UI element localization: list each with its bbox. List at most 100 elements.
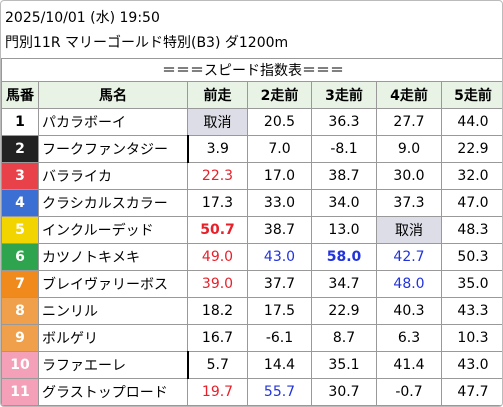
speed-index: 58.0	[311, 243, 377, 271]
horse-name: パカラボーイ	[38, 108, 188, 136]
speed-index: 43.3	[440, 297, 502, 325]
horse-name: グラストップロード	[38, 378, 188, 406]
speed-index: 13.0	[311, 216, 377, 244]
horse-name: バラライカ	[38, 162, 188, 190]
speed-index: 44.0	[440, 108, 502, 136]
horse-number: 3	[1, 162, 39, 190]
horse-name: ニンリル	[38, 297, 188, 325]
column-header: 4走前	[376, 81, 442, 109]
datetime: 2025/10/01 (水) 19:50	[5, 10, 160, 26]
speed-index: 35.1	[311, 351, 377, 379]
speed-index: 37.7	[247, 270, 312, 298]
horse-number: 6	[1, 243, 39, 271]
speed-index: 22.9	[311, 297, 377, 325]
horse-number: 8	[1, 297, 39, 325]
header-row: 馬番 馬名 前走 2走前 3走前 4走前 5走前	[1, 81, 502, 109]
speed-index: 47.7	[440, 378, 502, 406]
speed-index: 5.7	[187, 351, 248, 379]
horse-name: ボルゲリ	[38, 324, 188, 352]
speed-index: 18.2	[187, 297, 248, 325]
speed-index: 27.7	[376, 108, 442, 136]
speed-index: 19.7	[187, 378, 248, 406]
horse-number: 10	[1, 351, 39, 379]
speed-index: 6.3	[376, 324, 442, 352]
column-header: 馬名	[38, 81, 188, 109]
speed-index: 取消	[187, 108, 248, 136]
speed-index: 50.3	[440, 243, 502, 271]
horse-number: 7	[1, 270, 39, 298]
speed-index: 34.0	[311, 189, 377, 217]
horse-row: 8 ニンリル 18.2 17.5 22.9 40.3 43.3	[1, 297, 502, 325]
speed-index: -6.1	[247, 324, 312, 352]
speed-index: 3.9	[187, 135, 248, 163]
speed-index: 39.0	[187, 270, 248, 298]
speed-index: 8.7	[311, 324, 377, 352]
horse-row: 4 クラシカルスカラー 17.3 33.0 34.0 37.3 47.0	[1, 189, 502, 217]
speed-index: 42.7	[376, 243, 442, 271]
speed-index: 10.3	[440, 324, 502, 352]
column-header: 3走前	[311, 81, 377, 109]
speed-index: 14.4	[247, 351, 312, 379]
race-info: 門別11R マリーゴールド特別(B3) ダ1200m	[5, 35, 289, 51]
speed-index: 41.4	[376, 351, 442, 379]
speed-index: 47.0	[440, 189, 502, 217]
speed-index: 43.0	[247, 243, 312, 271]
horse-number: 2	[1, 135, 39, 163]
speed-index: 30.7	[311, 378, 377, 406]
speed-index: 9.0	[376, 135, 442, 163]
speed-index: 17.5	[247, 297, 312, 325]
speed-index: 48.3	[440, 216, 502, 244]
column-header: 5走前	[440, 81, 502, 109]
horse-number: 1	[1, 108, 39, 136]
horse-row: 2 フークファンタジー 3.9 7.0 -8.1 9.0 22.9	[1, 135, 502, 163]
speed-index: 37.3	[376, 189, 442, 217]
speed-index: 22.3	[187, 162, 248, 190]
speed-index: 33.0	[247, 189, 312, 217]
horse-number: 4	[1, 189, 39, 217]
horse-name: カツノトキメキ	[38, 243, 188, 271]
speed-index: 取消	[376, 216, 442, 244]
speed-index: 55.7	[247, 378, 312, 406]
horse-row: 11 グラストップロード 19.7 55.7 30.7 -0.7 47.7	[1, 378, 502, 406]
column-header: 2走前	[247, 81, 312, 109]
horse-number: 5	[1, 216, 39, 244]
speed-index: 17.0	[247, 162, 312, 190]
speed-index: 48.0	[376, 270, 442, 298]
speed-index: 32.0	[440, 162, 502, 190]
speed-index: 40.3	[376, 297, 442, 325]
speed-index: 49.0	[187, 243, 248, 271]
speed-index: 34.7	[311, 270, 377, 298]
speed-index: 35.0	[440, 270, 502, 298]
horse-row: 1 パカラボーイ 取消 20.5 36.3 27.7 44.0	[1, 108, 502, 136]
speed-index: 50.7	[187, 216, 248, 244]
speed-index: 20.5	[247, 108, 312, 136]
speed-index: 43.0	[440, 351, 502, 379]
horse-number: 9	[1, 324, 39, 352]
speed-index: 16.7	[187, 324, 248, 352]
horse-name: ブレイヴァリーボス	[38, 270, 188, 298]
horse-name: フークファンタジー	[38, 135, 189, 163]
speed-index: 38.7	[311, 162, 377, 190]
speed-index: -0.7	[376, 378, 442, 406]
speed-table: ＝＝＝スピード指数表＝＝＝ 馬番 馬名 前走 2走前 3走前 4走前 5走前 1 パカラボーイ 取消…	[1, 58, 502, 406]
speed-index: 17.3	[187, 189, 248, 217]
horse-name: クラシカルスカラー	[38, 189, 188, 217]
speed-index: 7.0	[247, 135, 312, 163]
horse-row: 3 バラライカ 22.3 17.0 38.7 30.0 32.0	[1, 162, 502, 190]
horse-row: 10 ラファエーレ 5.7 14.4 35.1 41.4 43.0	[1, 351, 502, 379]
horse-row: 9 ボルゲリ 16.7 -6.1 8.7 6.3 10.3	[1, 324, 502, 352]
horse-name: ラファエーレ	[38, 351, 189, 379]
speed-index: 38.7	[247, 216, 312, 244]
column-header: 馬番	[1, 81, 39, 109]
speed-index: -8.1	[311, 135, 377, 163]
horse-row: 6 カツノトキメキ 49.0 43.0 58.0 42.7 50.3	[1, 243, 502, 271]
horse-row: 7 ブレイヴァリーボス 39.0 37.7 34.7 48.0 35.0	[1, 270, 502, 298]
speed-index: 30.0	[376, 162, 442, 190]
speed-index: 22.9	[440, 135, 502, 163]
horse-name: インクルーデッド	[38, 216, 188, 244]
table-title: ＝＝＝スピード指数表＝＝＝	[1, 58, 502, 82]
speed-index: 36.3	[311, 108, 377, 136]
horse-row: 5 インクルーデッド 50.7 38.7 13.0 取消 48.3	[1, 216, 502, 244]
title-row: ＝＝＝スピード指数表＝＝＝	[1, 58, 502, 82]
